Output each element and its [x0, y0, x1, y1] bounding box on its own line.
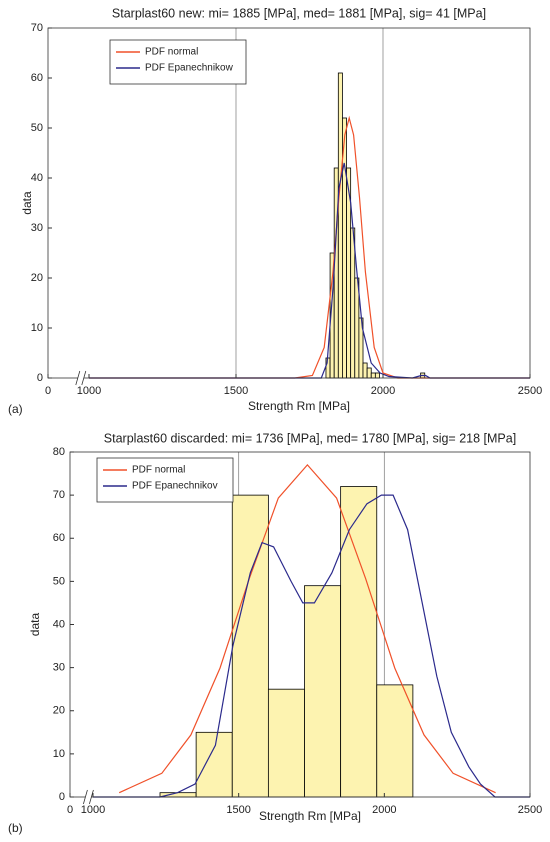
plot-frame [47, 27, 531, 379]
panel-label: (a) [8, 402, 23, 416]
y-tick-label: 40 [31, 172, 43, 184]
axis-break-gap [77, 370, 84, 386]
legend-label: PDF Epanechnikow [145, 63, 234, 74]
pdf-line [118, 463, 496, 794]
x-tick-label: 2000 [371, 385, 395, 397]
y-tick-label: 70 [31, 22, 43, 34]
y-tick-label: 30 [31, 222, 43, 234]
bar [231, 494, 269, 798]
y-tick-label: 30 [53, 662, 65, 674]
bar [366, 367, 372, 379]
x-tick-label: 1500 [226, 804, 250, 816]
x-tick-label: 0 [67, 804, 73, 816]
axis-break [75, 370, 87, 386]
y-tick-label: 50 [53, 575, 65, 587]
chart-title: Starplast60 discarded: mi= 1736 [MPa], m… [104, 431, 516, 445]
y-tick-label: 60 [53, 532, 65, 544]
bar [325, 357, 331, 379]
panel-label: (b) [8, 821, 23, 835]
legend-label: PDF normal [145, 47, 198, 58]
bar [374, 372, 380, 379]
pdf-line [89, 115, 530, 379]
bar [195, 731, 233, 798]
axis-break-gap [85, 789, 92, 805]
x-tick-label: 1500 [224, 385, 248, 397]
bar [362, 362, 368, 379]
legend-box [109, 39, 247, 85]
y-tick-label: 40 [53, 618, 65, 630]
y-axis-label: data [20, 191, 34, 215]
x-axis-label: Strength Rm [MPa] [248, 399, 350, 413]
bar [267, 688, 305, 798]
bar [340, 486, 378, 798]
legend-label: PDF Epanechnikov [132, 481, 218, 492]
y-tick-label: 0 [59, 791, 65, 803]
x-tick-label: 1000 [77, 385, 101, 397]
bar [370, 372, 376, 379]
y-tick-label: 80 [53, 446, 65, 458]
y-tick-label: 10 [31, 322, 43, 334]
x-tick-label: 0 [45, 385, 51, 397]
x-tick-label: 1000 [81, 804, 105, 816]
x-axis-label: Strength Rm [MPa] [259, 809, 361, 823]
y-tick-label: 20 [53, 705, 65, 717]
x-tick-label: 2000 [372, 804, 396, 816]
axis-break [83, 789, 94, 805]
chart: 0 10 20 30 40 50 60 70 0 1000 1500 2000 2500 Starplas… [8, 6, 542, 416]
y-tick-label: 10 [53, 748, 65, 760]
y-tick-label: 20 [31, 272, 43, 284]
y-axis-label: data [28, 612, 42, 636]
bar [337, 72, 343, 379]
bar [159, 792, 197, 798]
legend: PDF normal PDF Epanechnikow [109, 39, 247, 85]
y-tick-label: 0 [37, 372, 43, 384]
bar [350, 227, 356, 379]
pdf-line [93, 494, 530, 798]
legend: PDF normal PDF Epanechnikov [96, 457, 234, 503]
y-tick-label: 50 [31, 122, 43, 134]
legend-label: PDF normal [132, 465, 185, 476]
y-tick-label: 70 [53, 489, 65, 501]
bar [304, 585, 342, 798]
chart: 0 10 20 30 40 50 60 70 80 0 1000 1500 2000 2500 Starpl… [8, 431, 542, 835]
x-tick-label: 2500 [518, 804, 542, 816]
x-tick-label: 2500 [518, 385, 542, 397]
pdf-line [89, 162, 530, 379]
bar [354, 277, 360, 379]
bar [376, 684, 414, 798]
legend-box [96, 457, 234, 503]
y-tick-label: 60 [31, 72, 43, 84]
plot-area [48, 28, 530, 378]
chart-title: Starplast60 new: mi= 1885 [MPa], med= 18… [112, 6, 486, 20]
